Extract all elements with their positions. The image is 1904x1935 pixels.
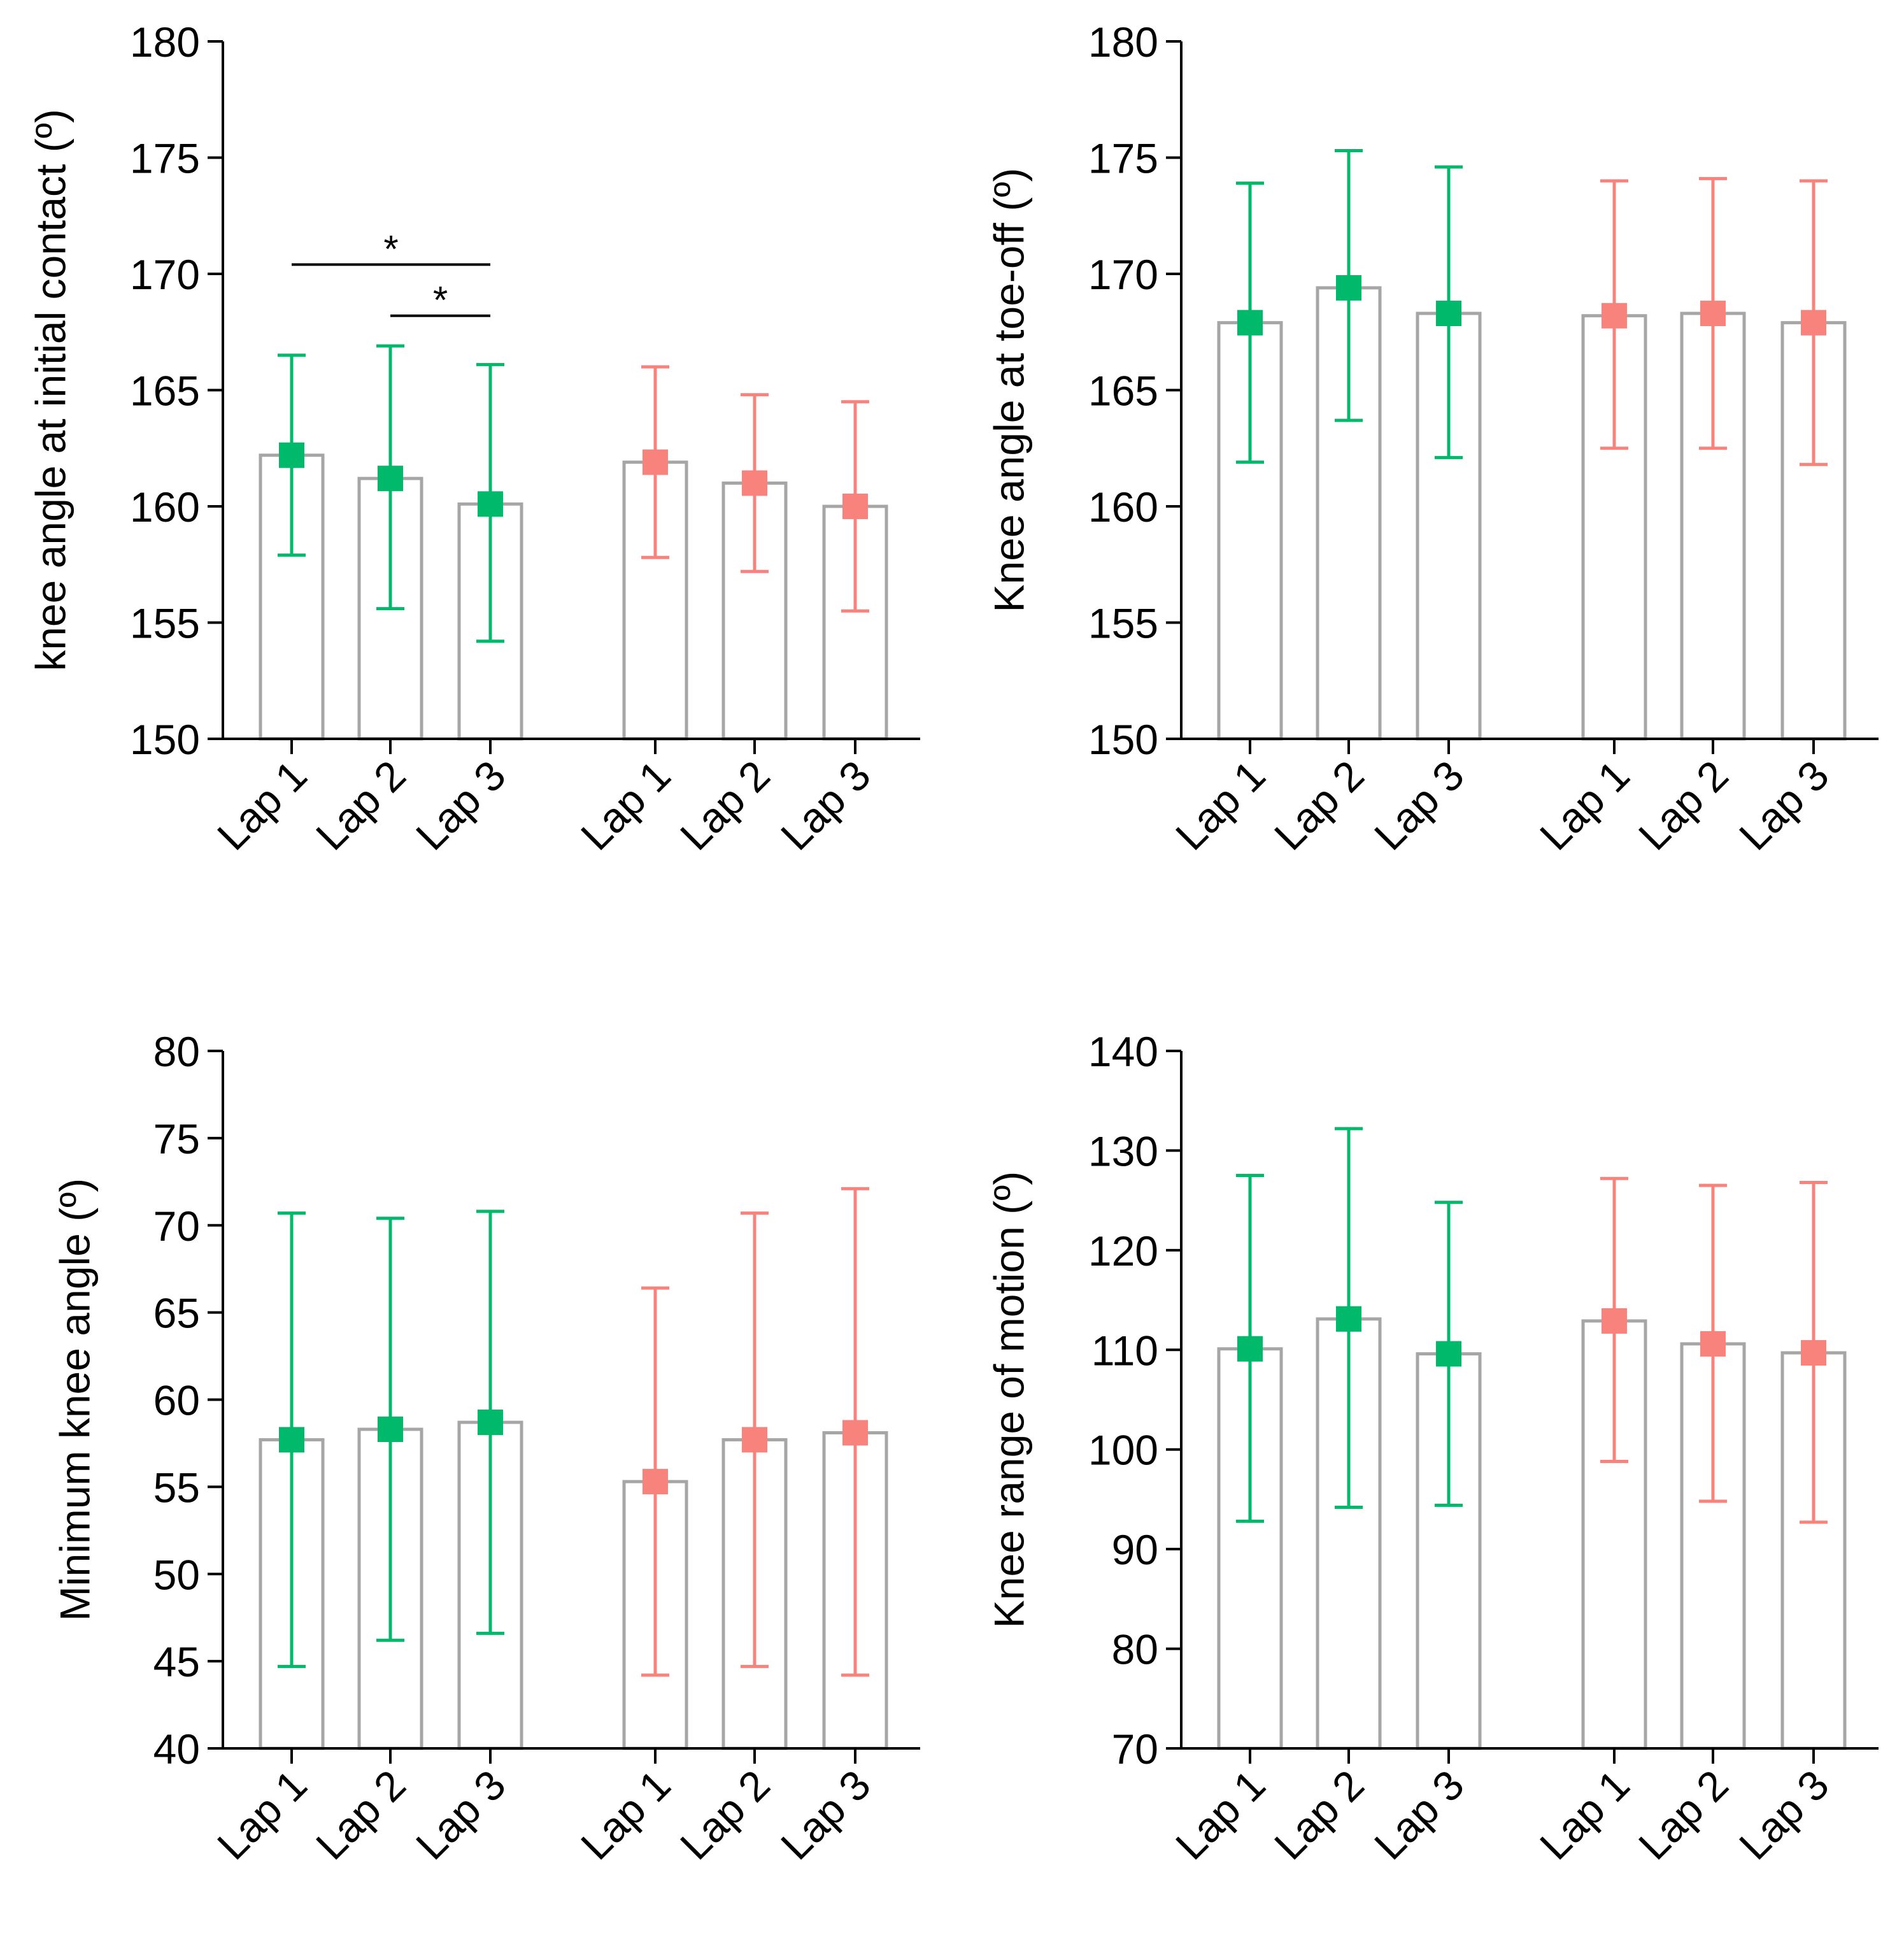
y-axis-title: Knee angle at toe-off (º) (985, 168, 1032, 613)
data-point-marker (842, 494, 868, 519)
data-point-marker (1700, 301, 1726, 327)
y-tick-label: 175 (130, 135, 200, 182)
y-tick-label: 75 (153, 1115, 200, 1162)
y-tick-label: 55 (153, 1464, 200, 1511)
data-point-marker (478, 1410, 503, 1436)
data-point-marker (1801, 310, 1826, 336)
data-point-marker (742, 470, 767, 496)
data-point-marker (1336, 275, 1361, 301)
y-tick-label: 165 (130, 368, 200, 415)
x-tick-label: Lap 2 (671, 1761, 779, 1869)
data-point-marker (1602, 303, 1627, 329)
data-point-marker (742, 1427, 767, 1453)
x-tick-label: Lap 1 (1531, 1761, 1638, 1869)
x-tick-label: Lap 1 (1531, 752, 1638, 859)
x-tick-label: Lap 3 (1730, 1761, 1838, 1869)
y-tick-label: 160 (1088, 483, 1158, 531)
x-tick-label: Lap 1 (208, 1761, 316, 1869)
data-point-marker (842, 1420, 868, 1446)
significance-star: * (383, 227, 398, 270)
y-tick-label: 50 (153, 1551, 200, 1598)
panel-initial-contact: 150 155 160 165 170 175 180 knee angle at initi… (27, 18, 920, 859)
y-tick-label: 100 (1088, 1427, 1158, 1474)
data-point-marker (1336, 1306, 1361, 1332)
data-point-marker (478, 491, 503, 517)
y-tick-label: 170 (130, 251, 200, 298)
x-tick-label: Lap 3 (772, 1761, 879, 1869)
y-tick-label: 165 (1088, 368, 1158, 415)
y-axis-title: knee angle at initial contact (º) (27, 109, 74, 671)
x-tick-label: Lap 2 (1265, 1761, 1373, 1869)
y-tick-label: 170 (1088, 251, 1158, 298)
y-tick-label: 65 (153, 1290, 200, 1337)
data-point-marker (279, 442, 304, 468)
y-tick-label: 160 (130, 483, 200, 531)
y-tick-label: 180 (130, 18, 200, 66)
x-tick-label: Lap 3 (1365, 752, 1473, 859)
x-tick-label: Lap 2 (1630, 1761, 1737, 1869)
y-tick-label: 80 (153, 1028, 200, 1075)
y-tick-label: 130 (1088, 1127, 1158, 1175)
y-tick-label: 70 (153, 1203, 200, 1250)
data-point-marker (1237, 310, 1263, 336)
panel-minimum-angle: 40 45 50 55 60 65 70 75 80 Minimum knee angle (º)… (51, 1028, 920, 1869)
data-point-marker (1602, 1308, 1627, 1334)
x-tick-label: Lap 2 (671, 752, 779, 859)
x-tick-label: Lap 3 (407, 1761, 515, 1869)
y-tick-label: 40 (153, 1725, 200, 1773)
data-point-marker (1700, 1331, 1726, 1357)
bar (622, 461, 688, 741)
y-tick-label: 175 (1088, 135, 1158, 182)
x-tick-label: Lap 1 (208, 752, 316, 859)
data-point-marker (378, 1417, 403, 1443)
x-tick-label: Lap 3 (1730, 752, 1838, 859)
data-point-marker (1237, 1336, 1263, 1362)
x-tick-label: Lap 1 (1167, 1761, 1274, 1869)
x-tick-label: Lap 2 (307, 1761, 415, 1869)
x-tick-label: Lap 2 (307, 752, 415, 859)
y-tick-label: 45 (153, 1638, 200, 1685)
y-axis-title: Knee range of motion (º) (985, 1171, 1032, 1629)
y-tick-label: 90 (1112, 1526, 1158, 1573)
x-tick-label: Lap 3 (1365, 1761, 1473, 1869)
y-tick-label: 70 (1112, 1725, 1158, 1773)
x-tick-label: Lap 3 (772, 752, 879, 859)
data-point-marker (1436, 301, 1461, 327)
y-tick-label: 150 (1088, 716, 1158, 763)
y-tick-label: 155 (1088, 600, 1158, 647)
y-tick-label: 120 (1088, 1227, 1158, 1275)
panel-toe-off: 150 155 160 165 170 175 180 Knee angle at toe-o… (985, 18, 1879, 859)
data-point-marker (1436, 1341, 1461, 1367)
x-tick-label: Lap 3 (407, 752, 515, 859)
data-point-marker (378, 466, 403, 492)
y-axis-title: Minimum knee angle (º) (51, 1178, 98, 1621)
data-point-marker (1801, 1339, 1826, 1366)
y-tick-label: 150 (130, 716, 200, 763)
y-tick-label: 60 (153, 1377, 200, 1424)
y-tick-label: 110 (1091, 1327, 1158, 1374)
data-point-marker (643, 449, 668, 475)
significance-star: * (433, 279, 448, 322)
x-tick-label: Lap 2 (1265, 752, 1373, 859)
y-tick-label: 180 (1088, 18, 1158, 66)
y-tick-label: 140 (1088, 1028, 1158, 1075)
x-tick-label: Lap 1 (572, 752, 679, 859)
x-tick-label: Lap 1 (1167, 752, 1274, 859)
y-tick-label: 80 (1112, 1626, 1158, 1673)
x-tick-label: Lap 1 (572, 1761, 679, 1869)
y-tick-label: 155 (130, 600, 200, 647)
data-point-marker (279, 1427, 304, 1453)
panel-range-of-motion: 70 80 90 100 110 120 130 140 Knee range of motio… (985, 1028, 1879, 1869)
data-point-marker (643, 1469, 668, 1495)
x-tick-label: Lap 2 (1630, 752, 1737, 859)
